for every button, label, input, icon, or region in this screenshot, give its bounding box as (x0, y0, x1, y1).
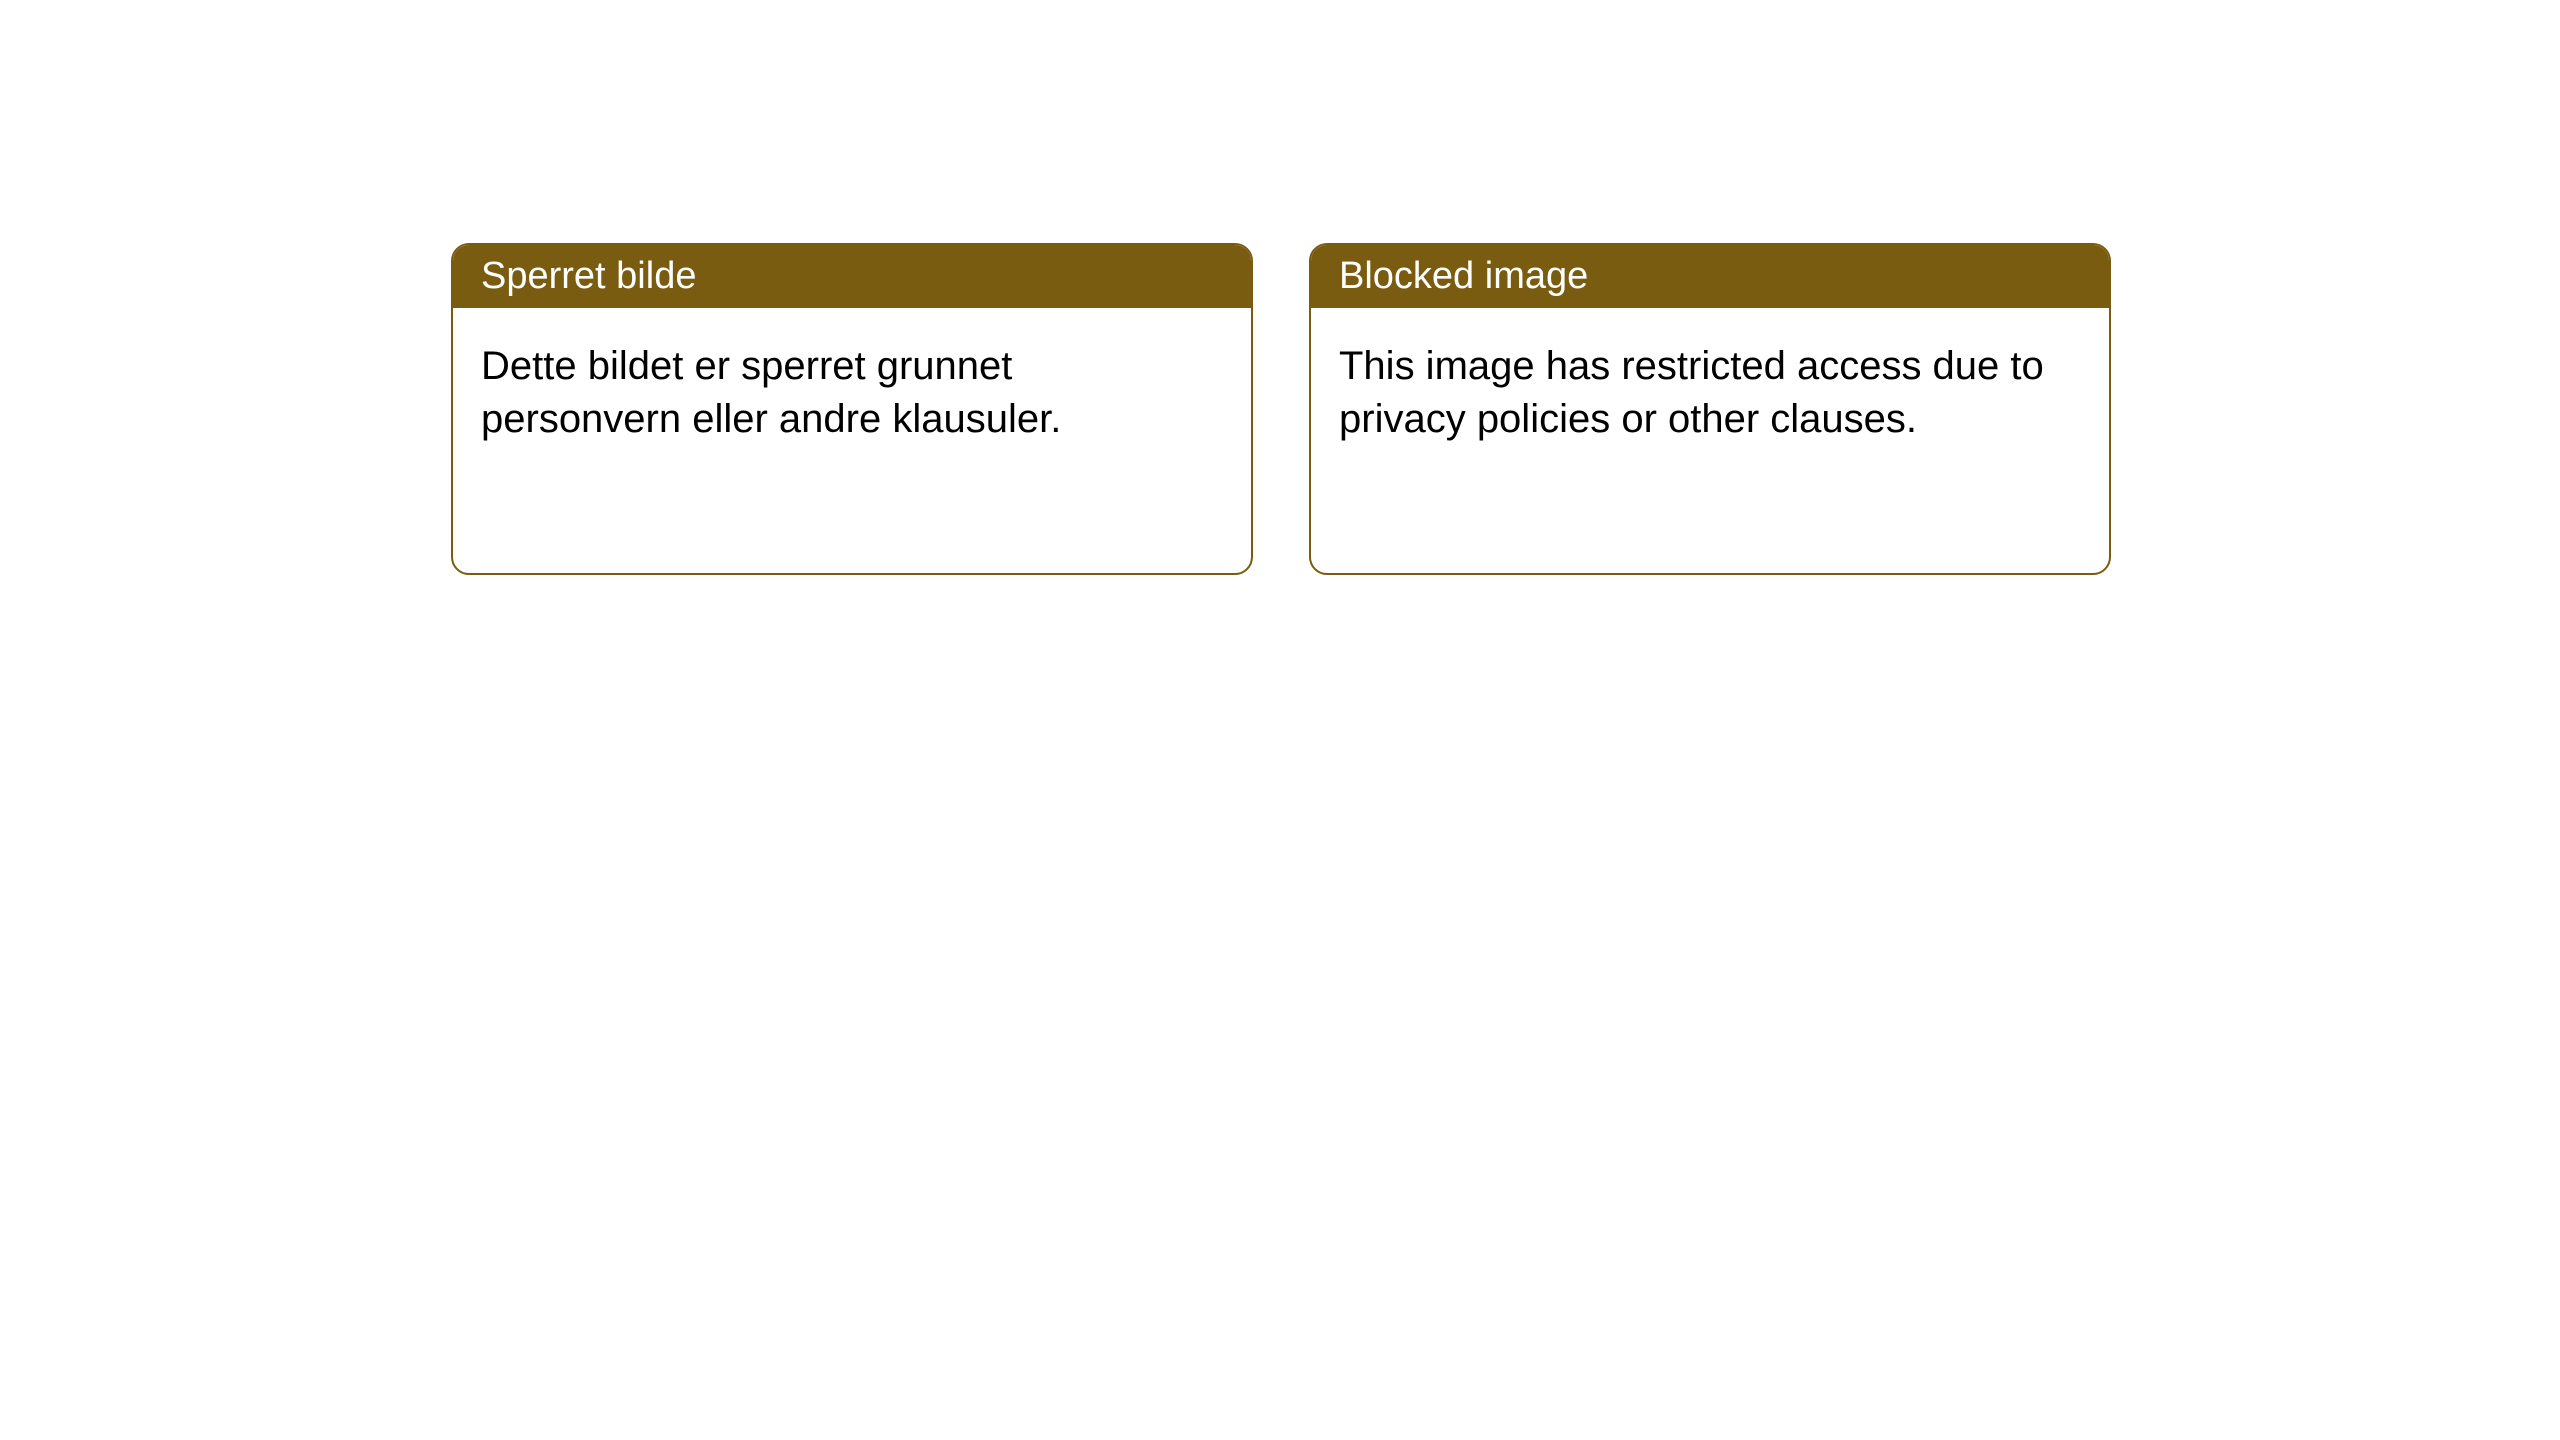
notice-box-english: Blocked image This image has restricted … (1309, 243, 2111, 575)
notice-body-english: This image has restricted access due to … (1311, 308, 2109, 478)
notice-header-norwegian: Sperret bilde (453, 245, 1251, 308)
notice-body-norwegian: Dette bildet er sperret grunnet personve… (453, 308, 1251, 478)
notice-header-english: Blocked image (1311, 245, 2109, 308)
notice-container: Sperret bilde Dette bildet er sperret gr… (0, 0, 2560, 575)
notice-box-norwegian: Sperret bilde Dette bildet er sperret gr… (451, 243, 1253, 575)
